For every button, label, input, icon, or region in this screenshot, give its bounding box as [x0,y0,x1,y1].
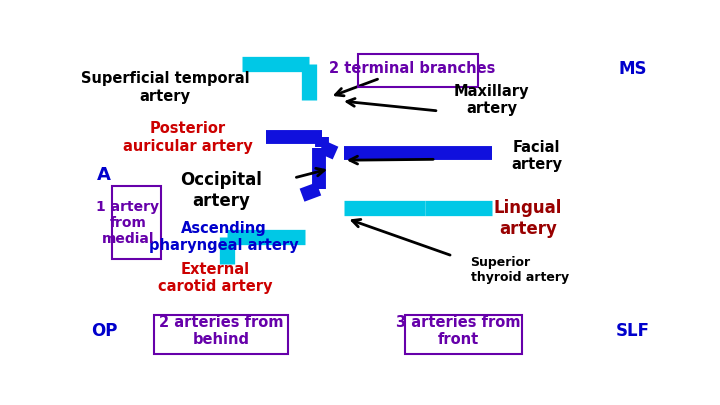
Bar [358,54,478,87]
Text: OP: OP [91,322,117,340]
Text: External
carotid artery: External carotid artery [158,262,273,294]
Text: 3 arteries from
front: 3 arteries from front [396,315,521,347]
Text: 2 arteries from
behind: 2 arteries from behind [159,315,284,347]
Text: Posterior
auricular artery: Posterior auricular artery [123,121,253,153]
Text: Superior
thyroid artery: Superior thyroid artery [471,256,569,284]
Bar [405,315,523,354]
Text: Occipital
artery: Occipital artery [180,171,262,210]
Text: Facial
artery: Facial artery [511,140,562,173]
Text: SLF: SLF [616,322,649,340]
Text: A: A [97,166,111,184]
Bar [154,315,288,354]
Text: Ascending
pharyngeal artery: Ascending pharyngeal artery [149,221,299,254]
Text: MS: MS [618,60,647,78]
Text: 1 artery
from
medial: 1 artery from medial [96,200,159,246]
Text: 2 terminal branches: 2 terminal branches [329,62,495,77]
Bar [112,186,161,259]
Text: Superficial temporal
artery: Superficial temporal artery [81,71,250,104]
Text: Lingual
artery: Lingual artery [494,199,562,238]
Text: Maxillary
artery: Maxillary artery [454,84,529,116]
